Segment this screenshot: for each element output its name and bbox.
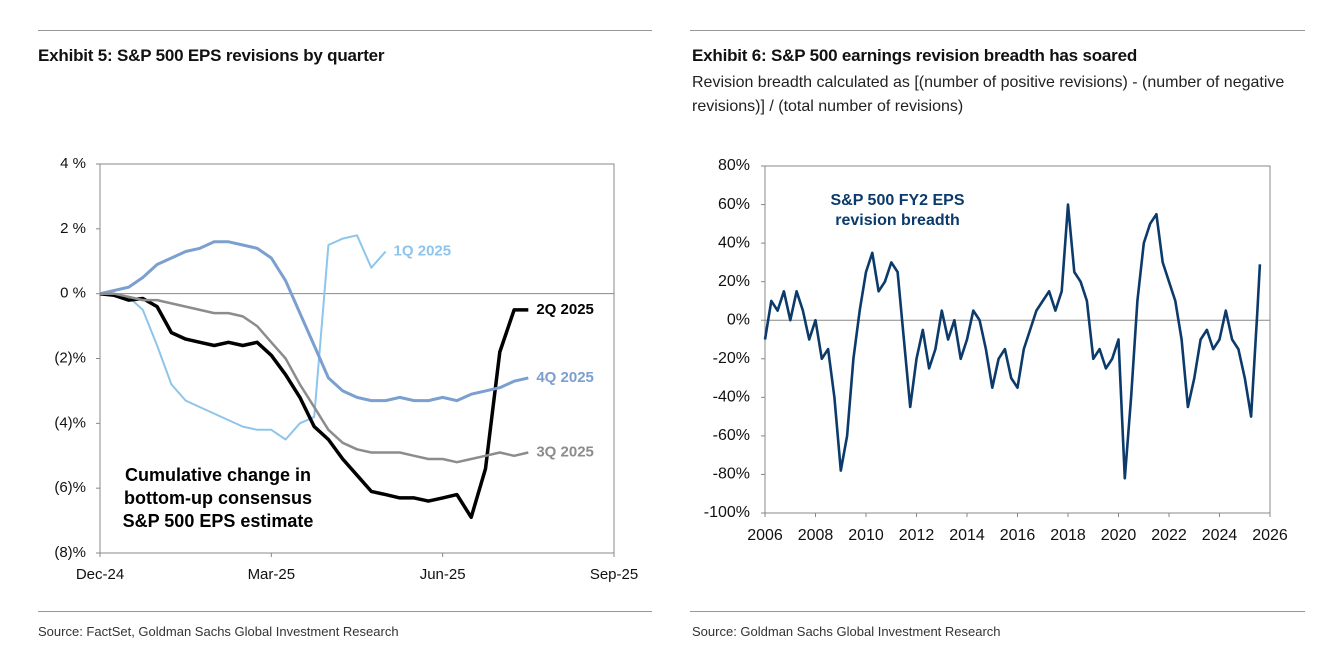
bottom-rule [38,611,652,612]
y-tick-label: (4)% [54,414,86,431]
y-tick-label: 0 % [60,285,86,302]
x-tick-label: 2022 [1151,527,1187,544]
y-tick-label: -80% [713,466,750,483]
series-label: 1Q 2025 [394,242,452,259]
x-tick-label: 2010 [848,527,884,544]
legend-label: S&P 500 FY2 EPS revision breadth [830,192,965,229]
series-line [763,203,1262,480]
series-line [99,240,529,403]
y-tick-label: (8)% [54,544,86,561]
annotation: bottom-up consensus [124,488,312,508]
y-tick-label: (2)% [54,349,86,366]
chart-title: Exhibit 6: S&P 500 earnings revision bre… [692,46,1138,65]
y-tick-label: -40% [713,389,750,406]
y-tick-label: -100% [704,504,750,521]
y-tick-label: (6)% [54,479,86,496]
series-label: 4Q 2025 [536,369,594,386]
x-tick-label: Dec-24 [76,566,124,583]
x-tick-label: 2026 [1252,527,1288,544]
x-tick-label: Mar-25 [248,566,296,583]
annotation: S&P 500 EPS estimate [123,511,314,531]
x-tick-label: 2012 [899,527,935,544]
y-tick-label: -60% [713,427,750,444]
series-line [100,234,387,441]
series-label: 2Q 2025 [536,301,594,318]
x-tick-label: 2016 [1000,527,1036,544]
x-tick-label: Jun-25 [420,566,466,583]
x-tick-label: 2020 [1101,527,1137,544]
y-tick-label: 20% [718,273,750,290]
y-tick-label: 60% [718,196,750,213]
series-line [100,292,529,464]
y-tick-label: 40% [718,234,750,251]
y-tick-label: -20% [713,350,750,367]
source-note: Source: Goldman Sachs Global Investment … [692,624,1001,639]
x-tick-label: 2008 [798,527,834,544]
source-note: Source: FactSet, Goldman Sachs Global In… [38,624,399,639]
chart-subtitle: Revision breadth calculated as [(number … [692,74,1285,115]
x-tick-label: Sep-25 [590,566,638,583]
series-label: 3Q 2025 [536,443,594,460]
series-line [99,291,529,520]
top-rule [690,30,1305,31]
y-tick-label: 0% [727,311,750,328]
top-rule [38,30,652,31]
annotation: Cumulative change in [125,465,311,485]
bottom-rule [690,611,1305,612]
y-tick-label: 80% [718,157,750,174]
x-tick-label: 2006 [747,527,783,544]
y-tick-label: 4 % [60,155,86,172]
x-tick-label: 2014 [949,527,985,544]
chart-title: Exhibit 5: S&P 500 EPS revisions by quar… [38,46,385,65]
x-tick-label: 2018 [1050,527,1086,544]
y-tick-label: 2 % [60,220,86,237]
x-tick-label: 2024 [1202,527,1238,544]
